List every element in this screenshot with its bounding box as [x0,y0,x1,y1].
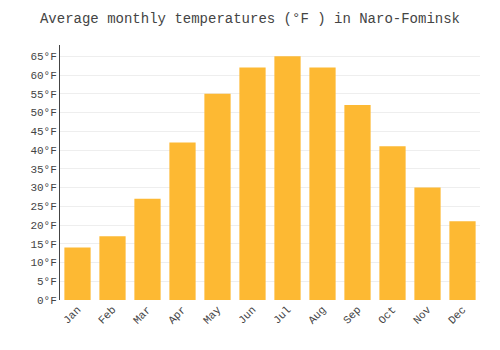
svg-text:65°F: 65°F [30,51,56,63]
svg-text:Mar: Mar [131,304,153,326]
svg-text:60°F: 60°F [30,70,56,82]
svg-text:0°F: 0°F [37,295,57,307]
svg-text:Nov: Nov [411,304,434,327]
svg-text:40°F: 40°F [30,145,56,157]
svg-text:Sep: Sep [341,304,363,326]
svg-text:50°F: 50°F [30,107,56,119]
svg-text:10°F: 10°F [30,257,56,269]
svg-text:25°F: 25°F [30,201,56,213]
svg-text:45°F: 45°F [30,126,56,138]
svg-text:Jan: Jan [61,304,83,326]
svg-text:May: May [201,304,224,327]
svg-text:5°F: 5°F [37,276,57,288]
svg-text:20°F: 20°F [30,220,56,232]
svg-text:Average monthly temperatures (: Average monthly temperatures (°F ) in Na… [40,11,460,27]
svg-text:Jul: Jul [271,304,293,326]
svg-text:30°F: 30°F [30,182,56,194]
svg-text:Oct: Oct [376,304,398,326]
svg-text:55°F: 55°F [30,89,56,101]
svg-text:Feb: Feb [96,304,118,326]
svg-text:Jun: Jun [236,304,258,326]
svg-text:15°F: 15°F [30,239,56,251]
svg-text:Dec: Dec [446,304,468,326]
svg-text:Aug: Aug [306,304,328,326]
svg-text:35°F: 35°F [30,164,56,176]
svg-text:Apr: Apr [166,304,188,326]
